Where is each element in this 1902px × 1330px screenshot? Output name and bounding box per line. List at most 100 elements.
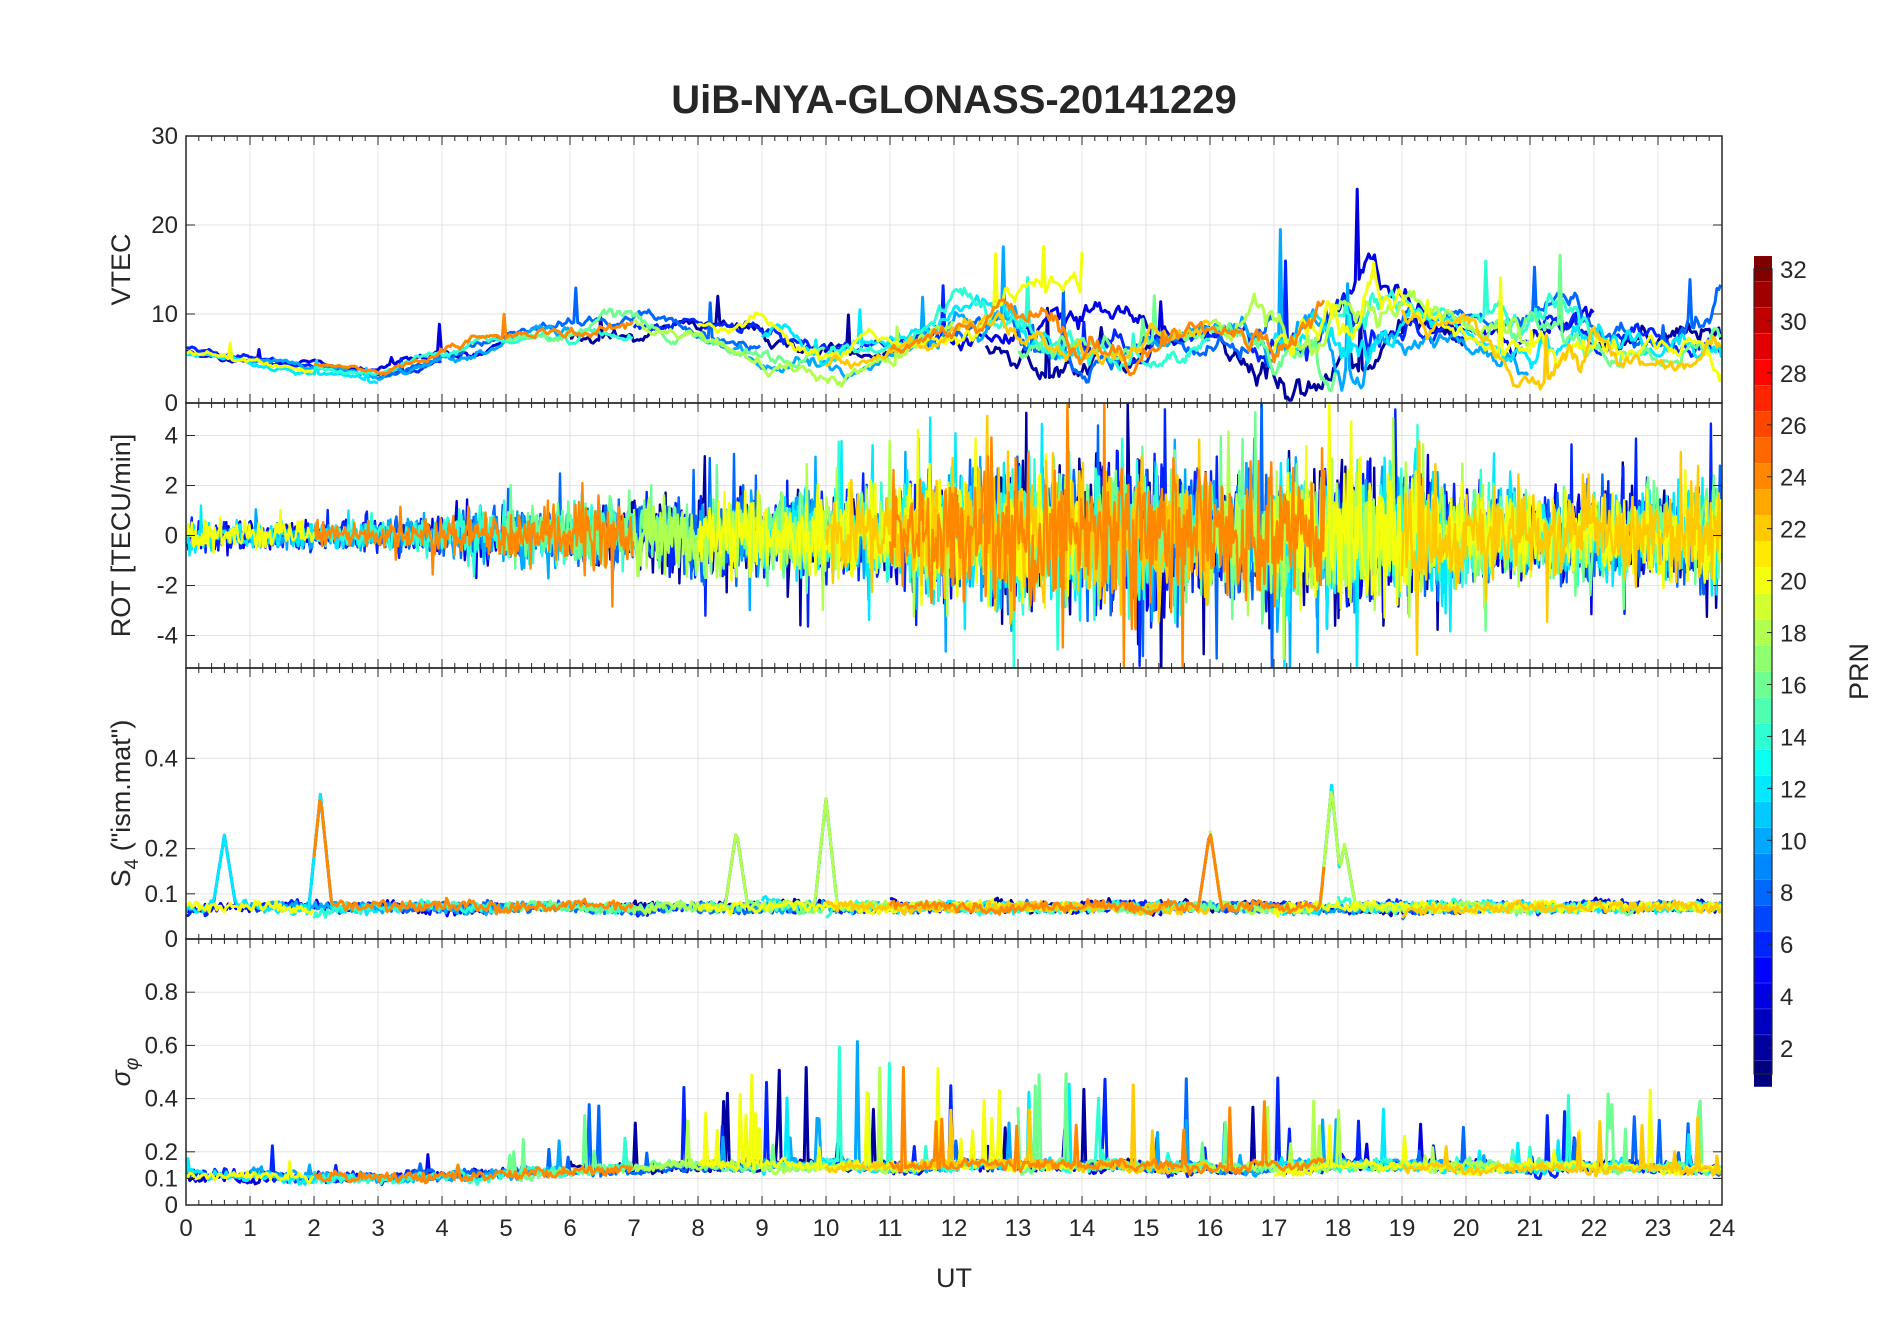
colorbar-tick-label: 8 — [1780, 880, 1793, 907]
y-tick-label: 0.2 — [145, 1139, 178, 1166]
trace-prn-24 — [888, 403, 1326, 668]
colorbar-swatch — [1754, 775, 1772, 802]
y-axis-label-s4: S4 ("ism.mat") — [106, 720, 143, 888]
colorbar-swatch — [1754, 385, 1772, 412]
colorbar-swatch — [1754, 359, 1772, 386]
y-tick-label: 4 — [165, 423, 178, 450]
traces — [186, 187, 1722, 402]
colorbar-swatch — [1754, 463, 1772, 490]
y-tick-label: -2 — [157, 573, 178, 600]
colorbar-tick-label: 28 — [1780, 361, 1807, 388]
trace-prn-24 — [888, 833, 1326, 916]
colorbar-swatch — [1754, 749, 1772, 776]
x-tick-label: 17 — [1261, 1215, 1288, 1242]
x-tick-label: 18 — [1325, 1215, 1352, 1242]
y-tick-label: 0.6 — [145, 1032, 178, 1059]
traces — [186, 783, 1722, 921]
colorbar-swatch — [1754, 957, 1772, 983]
trace-prn-20 — [186, 1160, 315, 1185]
traces — [186, 403, 1722, 668]
colorbar-tick-label: 18 — [1780, 621, 1807, 648]
trace-prn-16 — [505, 307, 826, 369]
x-tick-label: 0 — [179, 1215, 192, 1242]
panel-rot: -4 -2 0 2 4 ROT [TECU/min] — [106, 402, 1723, 669]
y-tick-label: 30 — [151, 123, 178, 150]
colorbar-swatch — [1754, 567, 1772, 594]
x-tick-label: 15 — [1133, 1215, 1160, 1242]
y-tick-label: 0.8 — [145, 979, 178, 1006]
colorbar-tick-label: 10 — [1780, 828, 1807, 855]
trace-prn-12 — [1272, 783, 1722, 917]
x-tick-label: 16 — [1197, 1215, 1224, 1242]
trace-prn-22 — [1400, 898, 1722, 919]
x-tick-label: 21 — [1517, 1215, 1544, 1242]
colorbar-swatch — [1754, 411, 1772, 438]
trace-prn-10 — [696, 245, 1019, 381]
y-tick-label: 10 — [151, 301, 178, 328]
panel-s4: 0 0.1 0.2 0.4S4 ("ism.mat") — [106, 667, 1723, 953]
colorbar-swatch — [1754, 697, 1772, 724]
trace-prn-24 — [312, 799, 635, 916]
trace-prn-2 — [984, 306, 1466, 402]
trace-prn-24 — [888, 1066, 1326, 1176]
trace-prn-20 — [186, 341, 314, 374]
trace-prn-24 — [314, 312, 634, 376]
colorbar-swatch — [1754, 1009, 1772, 1035]
y-axis-label-rot: ROT [TECU/min] — [106, 434, 136, 638]
x-tick-label: 14 — [1069, 1215, 1096, 1242]
y-axis-label-vtec: VTEC — [106, 233, 136, 305]
colorbar-tick-label: 30 — [1780, 309, 1807, 336]
x-tick-label: 2 — [307, 1215, 320, 1242]
colorbar-swatch — [1754, 905, 1772, 931]
y-tick-label: 0.2 — [145, 836, 178, 863]
y-tick-label: 0 — [165, 926, 178, 953]
x-tick-label: 11 — [878, 1215, 903, 1242]
traces — [186, 1040, 1722, 1186]
colorbar-tick-label: 6 — [1780, 932, 1793, 959]
trace-prn-18 — [1209, 289, 1531, 357]
colorbar-tick-label: 16 — [1780, 672, 1807, 699]
colorbar-tick-label: 4 — [1780, 984, 1793, 1011]
trace-prn-24 — [889, 298, 1326, 377]
x-tick-label: 1 — [243, 1215, 256, 1242]
colorbar-swatch — [1754, 1035, 1772, 1061]
x-tick-label: 8 — [691, 1215, 704, 1242]
colorbar-tick-label: 26 — [1780, 413, 1807, 440]
trace-prn-20 — [697, 244, 1084, 361]
y-tick-label: 0 — [165, 1192, 178, 1219]
chart-title: UiB-NYA-GLONASS-20141229 — [671, 78, 1236, 122]
y-tick-label: -4 — [157, 623, 178, 650]
x-axis-label: UT — [936, 1263, 972, 1293]
trace-prn-20 — [186, 899, 315, 916]
trace-prn-14 — [825, 276, 1211, 372]
x-tick-label: 20 — [1453, 1215, 1480, 1242]
panel-vtec: 0 10 20 30 VTEC — [106, 123, 1723, 417]
trace-prn-14 — [313, 1136, 634, 1186]
x-tick-label: 23 — [1645, 1215, 1672, 1242]
x-tick-label: 10 — [813, 1215, 840, 1242]
colorbar-swatch — [1754, 879, 1772, 905]
y-tick-label: 0.1 — [145, 1165, 178, 1192]
colorbar-swatch — [1754, 437, 1772, 464]
colorbar-swatch — [1754, 489, 1772, 516]
colorbar-tick-label: 14 — [1780, 724, 1807, 751]
y-tick-label: 0.4 — [145, 745, 178, 772]
trace-prn-6 — [1080, 259, 1466, 367]
x-tick-label: 19 — [1389, 1215, 1416, 1242]
x-tick-label: 7 — [627, 1215, 640, 1242]
x-tick-label: 12 — [941, 1215, 968, 1242]
colorbar-swatch — [1754, 853, 1772, 880]
colorbar-swatch — [1754, 307, 1772, 334]
colorbar-label: PRN — [1844, 643, 1874, 700]
trace-prn-12 — [186, 793, 379, 917]
colorbar-tick-label: 2 — [1780, 1036, 1793, 1063]
colorbar-frame — [1753, 268, 1773, 1075]
trace-prn-22 — [1400, 309, 1722, 391]
colorbar-swatch — [1754, 541, 1772, 568]
trace-prn-18 — [632, 317, 955, 388]
x-tick-label: 4 — [435, 1215, 448, 1242]
colorbar-swatch — [1754, 801, 1772, 828]
y-tick-label: 0.1 — [145, 881, 178, 908]
